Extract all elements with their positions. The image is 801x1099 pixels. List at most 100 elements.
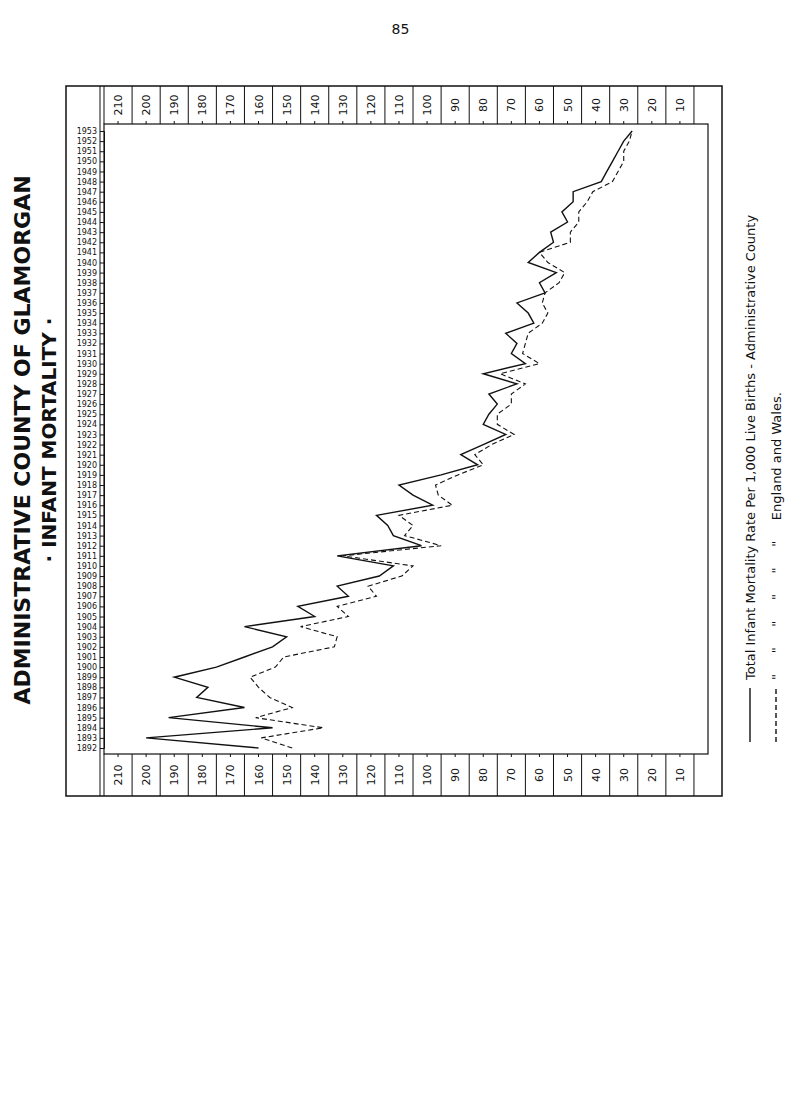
tick-mark — [258, 754, 259, 757]
tick-mark — [623, 754, 624, 757]
tick-mark — [100, 384, 104, 385]
tick: 1910 — [77, 562, 104, 571]
cell-border — [244, 754, 245, 796]
tick-label: 1907 — [77, 592, 97, 601]
tick-mark — [100, 677, 104, 678]
tick-label: 1949 — [77, 168, 97, 177]
cell-border — [609, 86, 610, 124]
tick-mark — [370, 121, 371, 124]
cell-border — [216, 86, 217, 124]
cell-border — [469, 86, 470, 124]
tick-label: 1933 — [77, 329, 97, 338]
tick-mark — [100, 242, 104, 243]
tick-label: 1916 — [77, 501, 97, 510]
tick-mark — [483, 121, 484, 124]
tick-mark — [100, 151, 104, 152]
cell-border — [188, 86, 189, 124]
cell-border — [497, 86, 498, 124]
tick-mark — [100, 131, 104, 132]
tick-mark — [100, 475, 104, 476]
tick-label: 190 — [168, 765, 181, 786]
tick: 1900 — [77, 663, 104, 672]
tick-mark — [398, 754, 399, 757]
tick: 1919 — [77, 471, 104, 480]
cell-border — [637, 86, 638, 124]
tick-mark — [595, 121, 596, 124]
tick-label: 1912 — [77, 542, 97, 551]
tick-mark — [567, 121, 568, 124]
tick-label: 10 — [674, 768, 687, 782]
tick-mark — [118, 754, 119, 757]
tick-label: 210 — [112, 95, 125, 116]
tick-label: 1947 — [77, 188, 97, 197]
cell-border — [132, 86, 133, 124]
tick-mark — [146, 121, 147, 124]
tick-mark — [651, 121, 652, 124]
tick-label: 1911 — [77, 552, 97, 561]
tick: 1937 — [77, 289, 104, 298]
tick-label: 1892 — [77, 744, 97, 753]
tick-mark — [118, 121, 119, 124]
tick-label: 1895 — [77, 714, 97, 723]
cell-border — [384, 86, 385, 124]
tick-mark — [100, 202, 104, 203]
tick: 1947 — [77, 188, 104, 197]
tick: 1932 — [77, 339, 104, 348]
tick-label: 100 — [421, 765, 434, 786]
cell-border — [441, 754, 442, 796]
tick: 1942 — [77, 238, 104, 247]
tick-label: 1903 — [77, 633, 97, 642]
tick-label: 130 — [337, 95, 350, 116]
tick-label: 120 — [365, 765, 378, 786]
cell-border — [553, 754, 554, 796]
tick-mark — [100, 738, 104, 739]
tick: 1909 — [77, 572, 104, 581]
legend-swatch — [749, 688, 750, 742]
tick-label: 1920 — [77, 461, 97, 470]
tick-label: 180 — [196, 765, 209, 786]
cell-border — [553, 86, 554, 124]
tick: 1934 — [77, 319, 104, 328]
tick: 1907 — [77, 592, 104, 601]
tick-mark — [623, 121, 624, 124]
tick-mark — [511, 754, 512, 757]
tick-mark — [230, 121, 231, 124]
tick-mark — [455, 754, 456, 757]
tick-label: 1905 — [77, 613, 97, 622]
tick: 1933 — [77, 329, 104, 338]
tick-label: 90 — [449, 98, 462, 112]
tick: 1941 — [77, 248, 104, 257]
cell-border — [609, 754, 610, 796]
tick-label: 1941 — [77, 248, 97, 257]
cell-border — [356, 86, 357, 124]
tick-label: 1942 — [77, 238, 97, 247]
tick-mark — [100, 667, 104, 668]
cell-border — [328, 86, 329, 124]
cell-border — [693, 754, 694, 796]
tick-label: 200 — [140, 95, 153, 116]
tick-label: 60 — [533, 768, 546, 782]
cell-border — [413, 86, 414, 124]
tick-label: 1931 — [77, 350, 97, 359]
tick-label: 160 — [253, 765, 266, 786]
tick-mark — [100, 283, 104, 284]
tick-mark — [100, 536, 104, 537]
tick-label: 1906 — [77, 602, 97, 611]
tick-mark — [595, 754, 596, 757]
tick-mark — [100, 586, 104, 587]
frame — [66, 86, 722, 796]
tick: 1929 — [77, 370, 104, 379]
tick-mark — [100, 182, 104, 183]
tick-mark — [258, 121, 259, 124]
tick-mark — [100, 303, 104, 304]
tick-mark — [100, 192, 104, 193]
series-line — [250, 131, 632, 748]
tick: 1899 — [77, 673, 104, 682]
tick: 1928 — [77, 380, 104, 389]
tick-label: 80 — [477, 768, 490, 782]
tick-label: 1917 — [77, 491, 97, 500]
page: 85ADMINISTRATIVE COUNTY OF GLAMORGAN· IN… — [0, 0, 801, 1099]
tick-label: 1899 — [77, 673, 97, 682]
tick-label: 140 — [309, 765, 322, 786]
tick-label: 50 — [562, 768, 575, 782]
